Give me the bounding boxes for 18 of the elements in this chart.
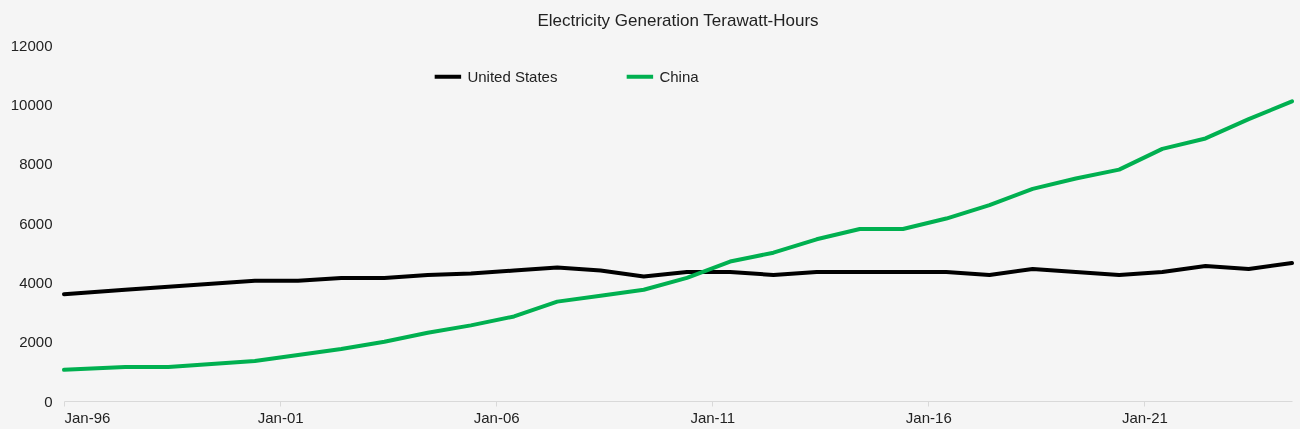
x-tick-label: Jan-96 [64, 408, 111, 426]
x-tick-label: Jan-06 [473, 408, 520, 426]
legend-label: China [659, 67, 700, 85]
chart-title: Electricity Generation Terawatt-Hours [537, 11, 819, 30]
x-tick-label: Jan-21 [1122, 408, 1168, 426]
x-tick-label: Jan-11 [690, 408, 736, 426]
legend-label: United States [467, 67, 558, 85]
y-tick-label: 10000 [10, 95, 53, 113]
y-tick-label: 6000 [19, 214, 53, 232]
x-tick-label: Jan-16 [905, 408, 952, 426]
y-tick-label: 4000 [19, 273, 53, 291]
y-tick-label: 12000 [10, 36, 53, 54]
line-series [62, 261, 1294, 297]
y-tick-label: 8000 [19, 155, 53, 173]
line-series [62, 99, 1294, 372]
y-tick-label: 0 [44, 392, 53, 410]
x-tick-label: Jan-01 [257, 408, 304, 426]
y-tick-label: 2000 [19, 333, 53, 351]
